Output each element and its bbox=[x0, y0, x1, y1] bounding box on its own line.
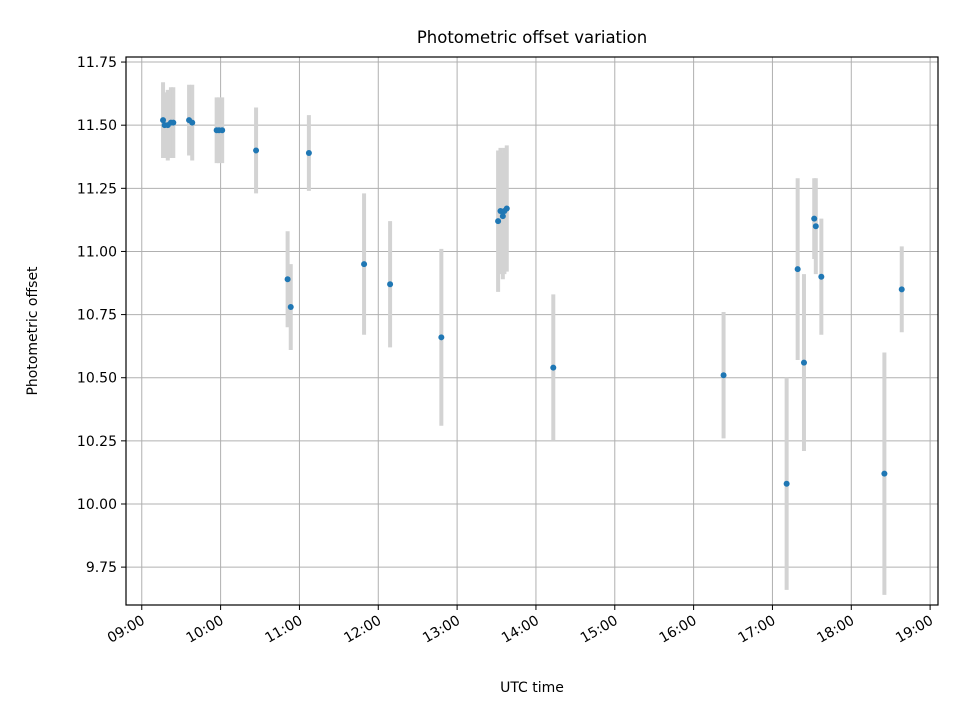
data-point bbox=[495, 218, 502, 225]
y-axis-ticks: 9.75 10.00 10.25 10.50 10.75 11.00 11.25 11.50 1… bbox=[77, 55, 126, 576]
data-points bbox=[160, 117, 905, 487]
y-tick-label: 10.25 bbox=[77, 434, 117, 450]
data-point bbox=[287, 304, 294, 311]
data-point bbox=[387, 281, 394, 288]
data-point bbox=[499, 213, 506, 220]
data-point bbox=[361, 261, 368, 268]
x-axis-label: UTC time bbox=[500, 680, 564, 696]
data-point bbox=[720, 372, 727, 379]
x-tick-label: 15:00 bbox=[578, 613, 621, 647]
y-tick-label: 10.50 bbox=[77, 371, 117, 387]
data-point bbox=[881, 470, 888, 477]
y-tick-label: 11.25 bbox=[77, 181, 117, 197]
x-axis-ticks: 09:00 10:00 11:00 12:00 13:00 14:00 15:00 16:00… bbox=[105, 605, 936, 647]
data-point bbox=[284, 276, 291, 283]
y-tick-label: 11.50 bbox=[77, 118, 117, 134]
x-tick-label: 17:00 bbox=[735, 613, 778, 647]
data-point bbox=[305, 149, 312, 156]
data-point bbox=[503, 205, 510, 212]
data-point bbox=[160, 117, 167, 124]
x-tick-label: 11:00 bbox=[262, 613, 305, 647]
x-tick-label: 12:00 bbox=[341, 613, 384, 647]
data-point bbox=[898, 286, 905, 293]
y-tick-label: 10.00 bbox=[77, 497, 117, 513]
data-point bbox=[550, 364, 557, 371]
x-tick-label: 19:00 bbox=[893, 613, 936, 647]
x-tick-label: 10:00 bbox=[184, 613, 227, 647]
x-tick-label: 09:00 bbox=[105, 613, 148, 647]
data-point bbox=[189, 119, 196, 126]
y-tick-label: 11.00 bbox=[77, 244, 117, 260]
data-point bbox=[800, 359, 807, 366]
x-tick-label: 14:00 bbox=[499, 613, 542, 647]
data-point bbox=[783, 480, 790, 487]
chart-title: Photometric offset variation bbox=[417, 28, 647, 47]
data-point bbox=[811, 215, 818, 222]
data-point bbox=[253, 147, 260, 154]
grid-lines bbox=[126, 57, 938, 605]
x-tick-label: 16:00 bbox=[657, 613, 700, 647]
y-tick-label: 10.75 bbox=[77, 308, 117, 324]
y-tick-label: 11.75 bbox=[77, 55, 117, 71]
data-point bbox=[438, 334, 445, 341]
x-tick-label: 18:00 bbox=[814, 613, 857, 647]
y-axis-label: Photometric offset bbox=[25, 266, 41, 396]
plot-frame bbox=[125, 56, 939, 606]
x-tick-label: 13:00 bbox=[420, 613, 463, 647]
data-point bbox=[170, 119, 177, 126]
error-bars bbox=[161, 82, 904, 595]
y-tick-label: 9.75 bbox=[86, 560, 117, 576]
data-point bbox=[219, 127, 226, 134]
data-point bbox=[818, 273, 825, 280]
data-point bbox=[812, 223, 819, 230]
data-point bbox=[794, 266, 801, 273]
